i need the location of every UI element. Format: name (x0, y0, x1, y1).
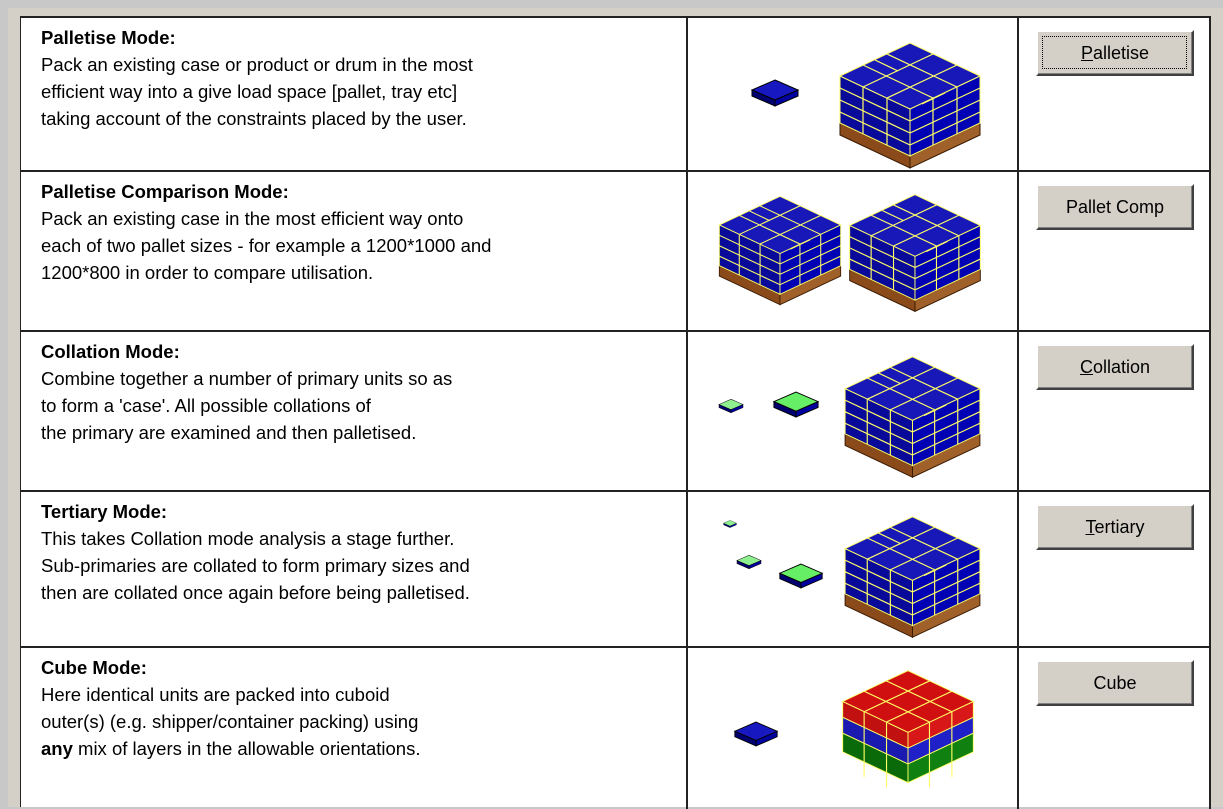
mode-title: Tertiary Mode: (41, 501, 168, 522)
description-line: then are collated once again before bein… (41, 582, 470, 603)
mode-row: Palletise Mode: Pack an existing case or… (21, 16, 1211, 172)
mode-title: Cube Mode: (41, 657, 147, 678)
description-line: efficient way into a give load space [pa… (41, 81, 458, 102)
description-line: 1200*800 in order to compare utilisation… (41, 262, 374, 283)
description-line: taking account of the constraints placed… (41, 108, 467, 129)
description-line: Pack an existing case in the most effici… (41, 208, 464, 229)
mode-row: Palletise Comparison Mode: Pack an exist… (21, 170, 1211, 332)
description-cell: Palletise Comparison Mode: Pack an exist… (21, 172, 688, 332)
mode-row: Tertiary Mode: This takes Collation mode… (21, 490, 1211, 648)
illustration (734, 670, 974, 788)
description-line: any mix of layers in the allowable orien… (41, 735, 686, 762)
button-cell: Palletise (1019, 18, 1211, 172)
cube-button[interactable]: Cube (1036, 660, 1194, 706)
description-line: each of two pallet sizes - for example a… (41, 235, 492, 256)
description-cell: Cube Mode: Here identical units are pack… (21, 648, 688, 809)
button-cell: Tertiary (1019, 492, 1211, 648)
tertiary-button[interactable]: Tertiary (1036, 504, 1194, 550)
image-cell (690, 172, 1019, 332)
palletise-button[interactable]: Palletise (1036, 30, 1194, 76)
button-cell: Cube (1019, 648, 1211, 809)
illustration (751, 42, 981, 169)
illustration (718, 356, 981, 478)
mode-row: Collation Mode: Combine together a numbe… (21, 330, 1211, 492)
description-line: Pack an existing case or product or drum… (41, 54, 473, 75)
button-cell: Pallet Comp (1019, 172, 1211, 332)
mode-title: Collation Mode: (41, 341, 180, 362)
mode-title: Palletise Comparison Mode: (41, 181, 289, 202)
description-line: outer(s) (e.g. shipper/container packing… (41, 711, 419, 732)
description-cell: Collation Mode: Combine together a numbe… (21, 332, 688, 492)
illustration (723, 516, 981, 638)
description-line: This takes Collation mode analysis a sta… (41, 528, 455, 549)
image-cell (690, 648, 1019, 809)
image-cell (690, 492, 1019, 648)
mode-table: Palletise Mode: Pack an existing case or… (20, 16, 1211, 809)
description-line: Combine together a number of primary uni… (41, 368, 453, 389)
description-tail: mix of layers in the allowable orientati… (78, 738, 421, 759)
description-line: Sub-primaries are collated to form prima… (41, 555, 470, 576)
image-cell (690, 332, 1019, 492)
illustration (718, 194, 981, 312)
description-cell: Palletise Mode: Pack an existing case or… (21, 18, 688, 172)
button-cell: Collation (1019, 332, 1211, 492)
description-cell: Tertiary Mode: This takes Collation mode… (21, 492, 688, 648)
mode-row: Cube Mode: Here identical units are pack… (21, 646, 1211, 809)
mode-title: Palletise Mode: (41, 27, 176, 48)
emphasis: any (41, 738, 73, 759)
pallet-comp-button[interactable]: Pallet Comp (1036, 184, 1194, 230)
image-cell (690, 18, 1019, 172)
description-line: Here identical units are packed into cub… (41, 684, 390, 705)
description-line: the primary are examined and then pallet… (41, 422, 417, 443)
description-line: to form a 'case'. All possible collation… (41, 395, 371, 416)
collation-button[interactable]: Collation (1036, 344, 1194, 390)
